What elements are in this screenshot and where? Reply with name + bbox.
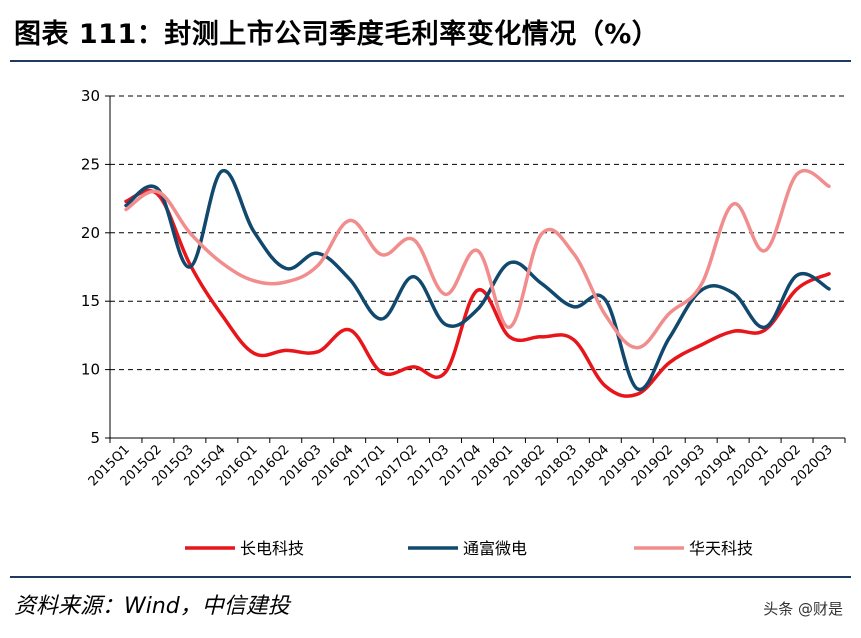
x-tick-labels: 2015Q12015Q22015Q32015Q42016Q12016Q22016… — [86, 442, 836, 489]
series-lines — [124, 168, 831, 398]
y-tick-labels: 5 10 15 20 25 30 — [81, 87, 100, 447]
legend-label: 长电科技 — [240, 539, 304, 558]
watermark: 头条 @财是 — [763, 600, 843, 618]
y-tick-label: 5 — [90, 429, 100, 447]
chart-title: 图表 111：封测上市公司季度毛利率变化情况（%） — [14, 19, 660, 50]
source-note: 资料来源：Wind，中信建投 — [14, 594, 290, 619]
series-line-1 — [124, 169, 831, 392]
grid-lines — [110, 95, 845, 371]
y-tick-label: 25 — [81, 155, 100, 173]
legend-label: 通富微电 — [463, 539, 527, 558]
title-divider — [10, 60, 851, 62]
legend-label: 华天科技 — [689, 539, 753, 558]
series-line-0 — [124, 188, 831, 398]
y-tick-label: 15 — [81, 292, 100, 310]
footer-divider — [10, 576, 851, 578]
series-line-2 — [124, 168, 831, 350]
y-tick-label: 20 — [81, 224, 100, 242]
y-tick-label: 10 — [81, 361, 100, 379]
y-tick-label: 30 — [81, 87, 100, 105]
legend: 长电科技 通富微电 华天科技 — [185, 539, 753, 558]
chart-axes — [105, 95, 846, 443]
